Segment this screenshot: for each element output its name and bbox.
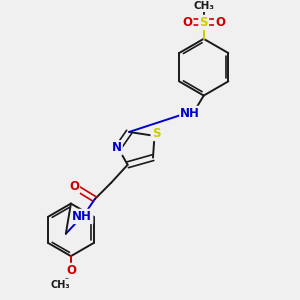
Text: NH: NH xyxy=(180,107,200,120)
Text: CH₃: CH₃ xyxy=(51,280,70,290)
Text: S: S xyxy=(152,127,160,140)
Text: O: O xyxy=(69,180,79,193)
Text: N: N xyxy=(112,141,122,154)
Text: O: O xyxy=(215,16,225,29)
Text: O: O xyxy=(66,264,76,277)
Text: CH₃: CH₃ xyxy=(193,1,214,11)
Text: NH: NH xyxy=(72,210,92,223)
Text: S: S xyxy=(200,16,208,29)
Text: O: O xyxy=(182,16,192,29)
